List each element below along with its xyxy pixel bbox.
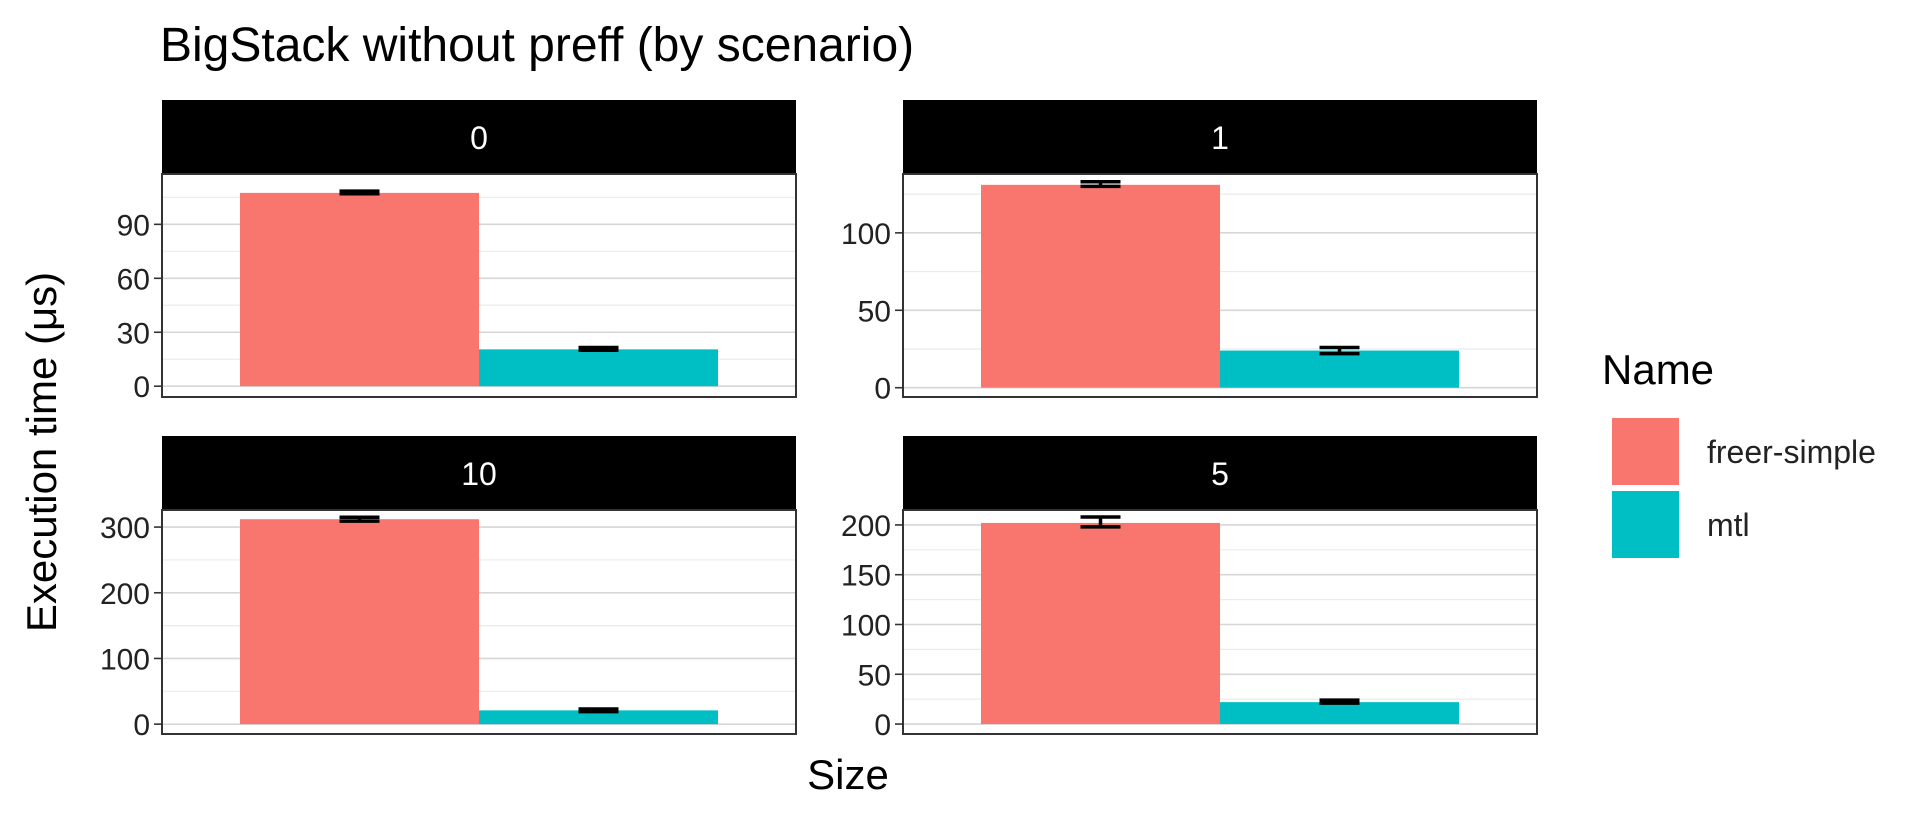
y-tick-label: 30 xyxy=(117,317,150,350)
y-tick-label: 60 xyxy=(117,263,150,296)
panel-0: 0 0 30 60 90 xyxy=(117,100,797,404)
facet-label: 1 xyxy=(1211,120,1229,156)
y-tick-label: 100 xyxy=(841,218,891,251)
y-tick-label: 0 xyxy=(874,373,891,406)
facet-label: 10 xyxy=(461,456,497,492)
y-tick-label: 150 xyxy=(841,560,891,593)
error-bar-mtl xyxy=(1319,698,1360,705)
bar-freer-simple xyxy=(240,192,479,387)
y-tick-label: 0 xyxy=(874,709,891,742)
y-tick-label: 200 xyxy=(841,510,891,543)
y-tick-label: 100 xyxy=(841,609,891,642)
bar-mtl xyxy=(479,349,718,387)
bar-mtl xyxy=(1220,350,1459,388)
x-axis-label: Size xyxy=(807,751,889,798)
chart-title: BigStack without preff (by scenario) xyxy=(160,19,914,72)
legend-label-mtl: mtl xyxy=(1707,507,1750,543)
y-tick-label: 0 xyxy=(133,709,150,742)
error-bar-mtl xyxy=(578,707,619,714)
y-tick-label: 50 xyxy=(858,659,891,692)
facet-strip xyxy=(162,100,796,174)
error-bar-freer-simple xyxy=(1080,179,1121,189)
panel-border xyxy=(161,173,797,398)
facet-strip xyxy=(903,100,1537,174)
facet-label: 0 xyxy=(470,120,488,156)
error-bar-mtl xyxy=(1319,345,1360,356)
facet-label: 5 xyxy=(1211,456,1229,492)
legend-label-freer-simple: freer-simple xyxy=(1707,434,1876,470)
panel-border xyxy=(902,173,1538,398)
y-tick-label: 300 xyxy=(100,512,150,545)
legend-title: Name xyxy=(1602,346,1714,393)
panel-border xyxy=(161,509,797,735)
bar-freer-simple xyxy=(240,519,479,725)
bar-freer-simple xyxy=(981,522,1220,725)
bar-freer-simple xyxy=(981,184,1220,388)
y-tick-label: 50 xyxy=(858,295,891,328)
error-bar-freer-simple xyxy=(1080,515,1121,529)
bar-mtl xyxy=(1220,702,1459,725)
legend-key-mtl xyxy=(1612,491,1679,558)
y-tick-label: 0 xyxy=(133,371,150,404)
y-tick-label: 100 xyxy=(100,643,150,676)
y-axis-label: Execution time (μs) xyxy=(18,272,65,632)
facet-strip xyxy=(903,436,1537,510)
y-tick-label: 90 xyxy=(117,209,150,242)
panel-border xyxy=(902,509,1538,735)
facet-strip xyxy=(162,436,796,510)
legend-key-freer-simple xyxy=(1612,418,1679,485)
error-bar-freer-simple xyxy=(339,189,380,196)
legend: Name freer-simple mtl xyxy=(1602,346,1876,558)
y-tick-label: 200 xyxy=(100,578,150,611)
panel-1: 1 0 50 100 xyxy=(841,100,1538,406)
error-bar-freer-simple xyxy=(339,515,380,523)
bar-mtl xyxy=(479,710,718,725)
error-bar-mtl xyxy=(578,345,619,352)
